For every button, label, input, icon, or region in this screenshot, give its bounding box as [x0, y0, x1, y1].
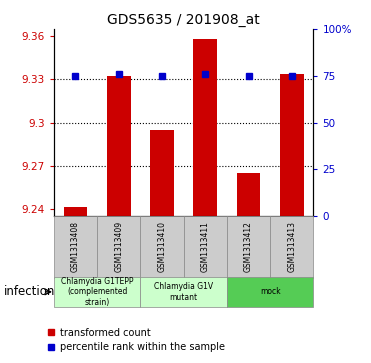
Bar: [227, 277, 313, 307]
Bar: [63, 207, 87, 216]
Bar: [280, 74, 304, 216]
Text: GSM1313412: GSM1313412: [244, 221, 253, 272]
Bar: [54, 277, 140, 307]
Text: GSM1313411: GSM1313411: [201, 221, 210, 272]
Bar: [140, 216, 184, 278]
Bar: [150, 130, 174, 216]
Bar: [107, 77, 131, 216]
Text: Chlamydia G1TEPP
(complemented
strain): Chlamydia G1TEPP (complemented strain): [61, 277, 133, 307]
Text: GSM1313413: GSM1313413: [288, 221, 296, 272]
Bar: [237, 173, 260, 216]
Text: GSM1313410: GSM1313410: [158, 221, 167, 272]
Text: Chlamydia G1V
mutant: Chlamydia G1V mutant: [154, 282, 213, 302]
Text: GSM1313408: GSM1313408: [71, 221, 80, 272]
Title: GDS5635 / 201908_at: GDS5635 / 201908_at: [107, 13, 260, 26]
Text: mock: mock: [260, 287, 280, 296]
Bar: [140, 277, 227, 307]
Bar: [97, 216, 140, 278]
Bar: [54, 216, 97, 278]
Bar: [184, 216, 227, 278]
Text: infection: infection: [4, 285, 55, 298]
Legend: transformed count, percentile rank within the sample: transformed count, percentile rank withi…: [42, 324, 229, 356]
Bar: [270, 216, 313, 278]
Bar: [193, 39, 217, 216]
Bar: [227, 216, 270, 278]
Text: GSM1313409: GSM1313409: [114, 221, 123, 272]
